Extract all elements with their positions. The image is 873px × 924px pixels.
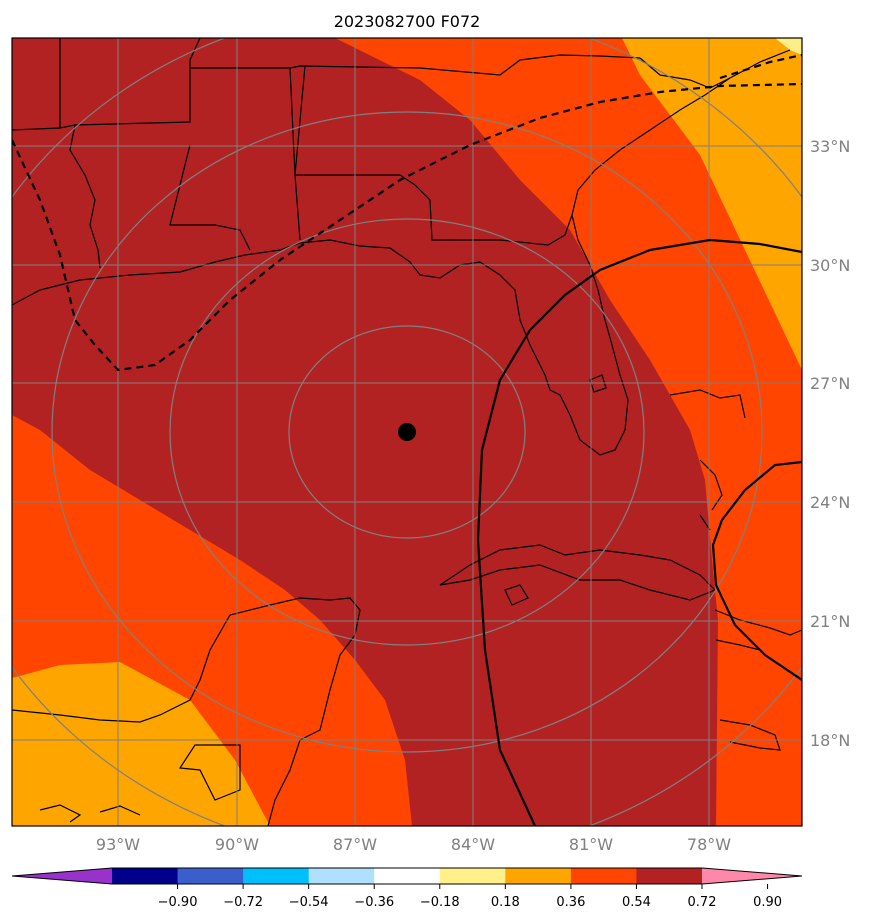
lon-label: 90°W — [215, 835, 259, 854]
lat-label: 21°N — [810, 612, 850, 631]
colorbar-extend-high — [702, 868, 802, 884]
colorbar: −0.90 −0.72 −0.54 −0.36 −0.18 0.18 0.36 0.54 0.7… — [11, 867, 803, 910]
lon-label: 84°W — [451, 835, 495, 854]
solid-contour — [476, 238, 802, 826]
graticule — [12, 38, 802, 826]
center-marker — [398, 423, 416, 441]
colorbar-segment — [243, 868, 310, 884]
lat-labels: 33°N 30°N 27°N 24°N 21°N 18°N — [810, 137, 850, 750]
colorbar-segment — [505, 868, 572, 884]
field-dark-red — [12, 38, 718, 826]
coastlines — [12, 38, 802, 826]
colorbar-extend-low — [12, 868, 112, 884]
lon-label: 78°W — [687, 835, 731, 854]
colorbar-tick-label: −0.72 — [223, 895, 263, 910]
dashed-contour — [12, 82, 802, 372]
map-frame — [11, 37, 803, 827]
lat-label: 27°N — [810, 374, 850, 393]
dashed-contour-2 — [719, 53, 802, 80]
colorbar-segment — [570, 868, 637, 884]
lon-label: 81°W — [569, 835, 613, 854]
colorbar-tick-label: −0.90 — [158, 895, 198, 910]
colorbar-outline — [11, 867, 803, 885]
colorbar-segment — [177, 868, 244, 884]
lon-label: 93°W — [96, 835, 140, 854]
colorbar-segment — [308, 868, 375, 884]
colorbar-segment — [112, 868, 179, 884]
colorbar-tick-label: 0.36 — [556, 895, 585, 910]
colorbar-tick-label: −0.36 — [354, 895, 394, 910]
lat-label: 18°N — [810, 731, 850, 750]
colorbar-tick-label: 0.90 — [753, 895, 782, 910]
lat-label: 24°N — [810, 493, 850, 512]
colorbar-tick-label: −0.18 — [420, 895, 460, 910]
lon-label: 87°W — [333, 835, 377, 854]
map-panel — [12, 38, 802, 826]
solid-contour-2 — [711, 460, 802, 681]
map-title: 2023082700 F072 — [334, 12, 481, 31]
colorbar-tick-label: 0.72 — [688, 895, 717, 910]
colorbar-tick-label: 0.54 — [622, 895, 651, 910]
colorbar-tick-label: −0.54 — [289, 895, 329, 910]
lon-labels: 93°W 90°W 87°W 84°W 81°W 78°W — [96, 835, 731, 854]
lat-label: 33°N — [810, 137, 850, 156]
colorbar-segment — [636, 868, 703, 884]
colorbar-tick-label: 0.18 — [491, 895, 520, 910]
colorbar-segment — [439, 868, 506, 884]
range-rings — [12, 38, 802, 826]
colorbar-segment — [374, 868, 441, 884]
lat-label: 30°N — [810, 256, 850, 275]
field-pale-yellow — [775, 38, 802, 55]
